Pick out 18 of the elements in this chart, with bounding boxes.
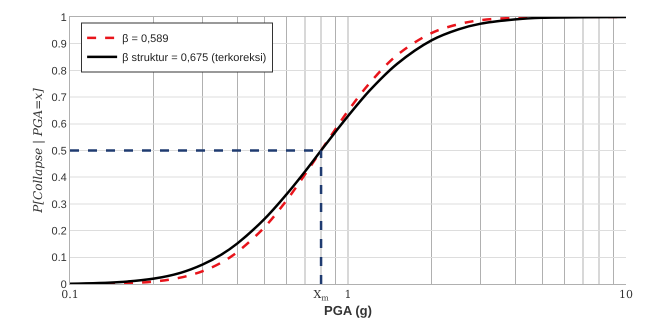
y-tick-label: 0.6 (52, 118, 67, 131)
x-tick-label: 1 (344, 288, 352, 302)
y-tick-label: 0.1 (52, 252, 67, 264)
y-tick-label: 0.4 (52, 172, 67, 184)
y-tick-label: 0 (60, 278, 67, 291)
y-tick-label: 0.8 (52, 65, 67, 78)
x-tick-label: 10 (619, 288, 633, 302)
legend-label: β struktur = 0,675 (terkoreksi) (122, 52, 266, 64)
y-tick-label: 0.3 (52, 198, 67, 211)
y-tick-label: 0.5 (52, 145, 67, 158)
y-tick-label: 0.2 (52, 225, 67, 238)
y-tick-label: 1 (60, 12, 67, 24)
y-axis-title: P[Collapse | PGA=x] (30, 88, 45, 214)
y-tick-label: 0.7 (52, 92, 67, 104)
legend-label: β = 0,589 (122, 33, 169, 46)
x-axis-title: PGA (g) (324, 303, 372, 318)
y-tick-label: 0.9 (52, 38, 67, 51)
x-tick-label: X$_{m}$ (313, 288, 330, 303)
